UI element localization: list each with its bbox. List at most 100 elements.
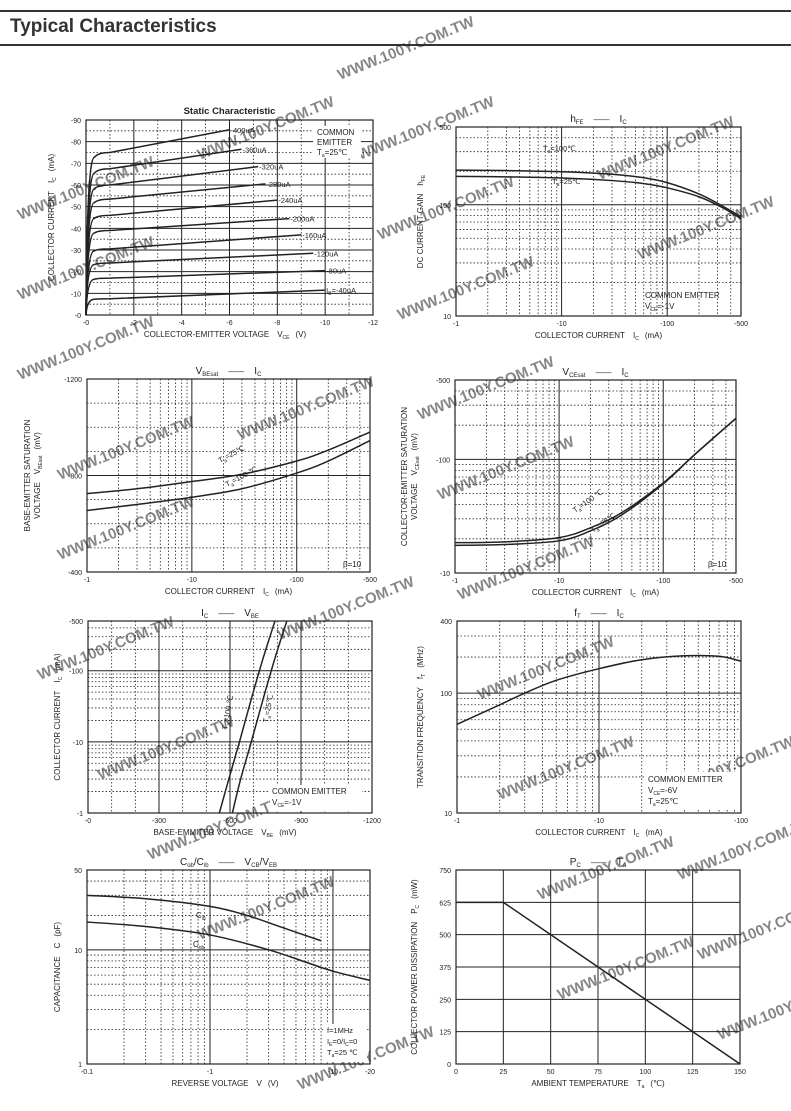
annotation-symbol: V [272,798,278,807]
annotation-symbol: I [327,1037,329,1046]
title-dash: —— [594,115,610,124]
annotation-bg [313,126,361,158]
annotation-line: β=10 [708,560,727,569]
annotation-symbol: T [317,148,322,157]
title-x-symbol: V [244,608,251,619]
title-x-subscript: C [622,120,627,126]
y-axis-label-text: DC CURRENT GAIN [416,193,425,268]
y-axis-unit: (mV) [33,432,42,450]
plot-frame [86,378,371,573]
y-axis-subscript: FE [421,174,427,181]
series-label: IB=-40uA [326,286,356,297]
y-tick-label: -50 [71,205,81,212]
y-tick-label: 250 [439,997,451,1004]
annotation-line: COMMON EMITTER [645,291,720,300]
x-axis-subscript: CE [283,335,291,341]
annotation-symbol: T [648,797,653,806]
annotation-symbol: V [648,786,654,795]
title-dash: —— [595,368,611,377]
annotation-subscript: CE [653,791,661,797]
series-label-subscript: ib [202,916,206,922]
x-axis-symbol: V [261,828,267,837]
y-axis-subscript: C [415,904,421,908]
y-axis-label-text: CAPACITANCE [53,956,62,1012]
title-y-subscript: ob [187,863,194,869]
title-x-subscript: a [623,863,627,869]
series-label-symbol: T [543,144,548,153]
title-x-symbol: I [254,366,257,377]
annotation-subscript: C [345,1042,349,1048]
ft-curve [456,654,742,725]
chart-title: VBEsat —— IC [196,366,262,378]
series-label-symbol: T [589,524,598,534]
annotation-subscript: a [322,153,325,159]
series-label-value: =25℃ [559,177,581,186]
annotation-line: VCE=-1V [272,798,302,809]
y-axis-label: COLLECTOR POWER DISSIPATION PC (mW) [410,879,421,1055]
y-tick-label: -500 [436,378,450,385]
x-axis-symbol: I [633,331,635,340]
annotation-value: =25 ℃ [334,1048,358,1057]
x-tick-label: -1 [452,578,458,585]
x-tick-label: -1 [207,1069,213,1076]
annotation-subscript: a [332,1053,335,1059]
chart-title: Cob/Cib —— VCB/VEB [180,857,277,869]
plot-area [86,378,371,573]
x-axis-label-text: COLLECTOR CURRENT [165,587,255,596]
x-tick-label: -1 [453,321,459,328]
x-tick-label: -900 [294,818,308,825]
annotation-value: =-6V [660,786,678,795]
x-axis-symbol: V [277,330,283,339]
x-tick-label: 150 [734,1069,746,1076]
x-axis-label-text: COLLECTOR-EMITTER VOLTAGE [144,330,269,339]
header-top-rule [0,10,791,12]
series-label-symbol: T [552,177,557,186]
y-axis-label-line2: VOLTAGE VBEsat (mV) [33,432,44,519]
x-axis-label-text: BASE-EMMITER VOLTAGE [153,828,253,837]
title-y-symbol: f [574,608,577,619]
chart-vbesat-ic: -1 -10 -100 -500 -400 -800 -1200 COLLECTOR CURR… [23,366,377,598]
x-tick-label: -4 [179,320,185,327]
title-y-subscript2: ib [204,863,209,869]
y-tick-label: -100 [436,457,450,464]
series-label-value: =100 ℃ [221,694,235,723]
y-tick-label: -400 [68,570,82,577]
y-tick-label: -10 [440,571,450,578]
title-dash: —— [591,858,607,867]
x-tick-label: -100 [734,818,748,825]
y-tick-label: 375 [439,965,451,972]
series-label-subscript: a [267,715,273,719]
y-axis-label-text: COLLECTOR-EMITTER SATURATION [400,407,409,546]
hfe-curve-25c [455,175,742,220]
plot-area [455,126,742,317]
y-axis-label: CAPACITANCE C (pF) [53,922,62,1013]
series-label-subscript: ob [199,945,205,951]
annotation-bg [645,772,739,810]
annotation-line: Ta=25℃ [317,148,347,159]
chart-title: hFE —— IC [570,114,627,126]
series-label: -200uA [290,215,314,224]
series-label: -80uA [326,267,346,276]
y-tick-label: 500 [439,125,451,132]
y-axis-subscript: T [421,674,427,677]
y-axis-label: BASE-EMITTER SATURATION [23,419,32,531]
annotation-value: =-1V [657,302,675,311]
y-tick-label: 125 [439,1030,451,1037]
title-dash: —— [228,367,244,376]
plot-area [455,869,741,1065]
x-axis-symbol: I [633,828,635,837]
title-y-symbol: V [196,366,203,377]
x-tick-label: 25 [499,1069,507,1076]
plot-area [87,620,373,814]
title-y-subscript: C [576,863,581,869]
chart-pc-ta: 0 25 50 75 100 125 150 0 125 250 375 500 625 750 AMBIE… [410,857,746,1090]
ic-curve--400uA [85,129,230,316]
series-label-symbol: T [224,478,233,488]
y-axis-label-text2: VOLTAGE [410,483,419,520]
y-axis-subscript: C [52,177,58,181]
series-label-symbol: T [261,717,271,723]
chart-title: PC —— Ta [570,857,627,869]
x-axis-label: COLLECTOR CURRENT IC (mA) [165,587,293,598]
x-axis-symbol: V [257,1079,263,1088]
